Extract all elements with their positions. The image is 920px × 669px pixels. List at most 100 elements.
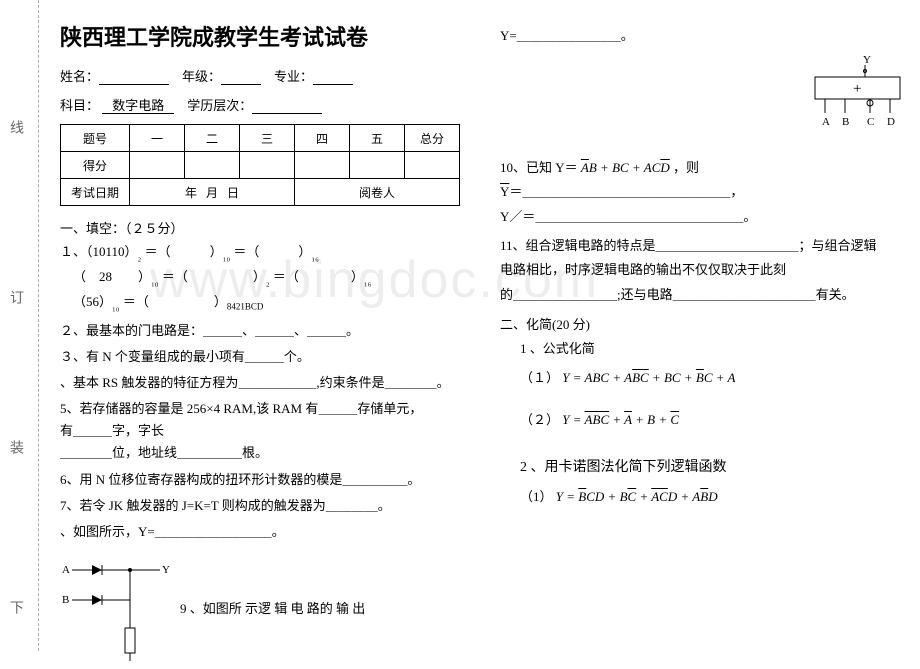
- score-cell-1: [130, 152, 185, 179]
- score-table-header-row: 题号 一 二 三 四 五 总分: [61, 125, 460, 152]
- q10-e6: A: [644, 160, 652, 175]
- q1-p1a: １、（10110）: [60, 244, 138, 259]
- binding-label-mid2: 装: [5, 440, 25, 454]
- th-3: 三: [240, 125, 295, 152]
- adder-diagram-wrap: Y + A B C D: [500, 53, 910, 152]
- left-column: 陕西理工学院成教学生考试试卷 姓名： 年级： 专业： 科目： 数字电路 学历层次…: [60, 20, 470, 669]
- name-blank: [99, 70, 169, 85]
- circuit-label-b: B: [62, 594, 69, 606]
- th-6: 总分: [405, 125, 460, 152]
- date-m: 月: [206, 186, 218, 200]
- s2-1-1-pre: （１）: [520, 370, 559, 385]
- q1-p2-sub10: ₁₀: [151, 276, 159, 288]
- q10-e1: B: [589, 160, 597, 175]
- q1-p2-sub16: ₁₆: [364, 276, 372, 288]
- q11-l2: 电路相比，时序逻辑电路的输出不仅仅取决于此刻: [500, 262, 786, 277]
- q3: ３、有 N 个变量组成的最小项有＿＿＿个。: [60, 346, 470, 368]
- page-body: 陕西理工学院成教学生考试试卷 姓名： 年级： 专业： 科目： 数字电路 学历层次…: [60, 20, 910, 669]
- score-cell-6: [405, 152, 460, 179]
- adder-circuit-diagram: Y + A B C D: [760, 53, 910, 148]
- q9-label: 9 、如图所 示逻 辑 电 路的 输 出: [180, 598, 365, 617]
- section2-title: 二、化简(20 分): [500, 314, 910, 333]
- major-blank: [313, 70, 353, 85]
- q1-p1c: ＝（ ）: [233, 244, 311, 259]
- diode-circuit-diagram: A B Y: [60, 553, 170, 663]
- q10-e4: C: [620, 160, 629, 175]
- subject-label: 科目：: [60, 98, 99, 113]
- level-blank: [252, 99, 322, 114]
- q5-l1: 5、若存储器的容量是 256×4 RAM,该 RAM 有＿＿＿存储单元，: [60, 401, 422, 416]
- th-4: 四: [295, 125, 350, 152]
- grade-blank: [221, 70, 261, 85]
- date-cells: 年 月 日: [130, 179, 295, 206]
- date-y: 年: [185, 186, 197, 200]
- s2-2-title: 2 、用卡诺图法化简下列逻辑函数: [500, 455, 910, 482]
- student-info-line2: 科目： 数字电路 学历层次：: [60, 95, 470, 114]
- q1-p1b: ＝（ ）: [145, 244, 223, 259]
- marker-label: 阅卷人: [359, 186, 395, 200]
- q1-p3-sub10: ₁₀: [112, 301, 120, 313]
- name-label: 姓名：: [60, 69, 99, 84]
- q10-e2: +: [600, 160, 609, 175]
- s2-1-2-expr: Y = ABC + A + B + C: [562, 412, 679, 427]
- q10: 10、已知 Y＝ AB + BC + ACD ，则 Y＝＿＿＿＿＿＿＿＿＿＿＿＿…: [500, 156, 910, 230]
- section1-title: 一、填空：（２５分）: [60, 218, 470, 237]
- q10-l1a: 10、已知 Y＝: [500, 160, 578, 175]
- q4: 、基本 RS 触发器的特征方程为＿＿＿＿＿＿,约束条件是＿＿＿＿。: [60, 372, 470, 394]
- adder-label-c: C: [867, 116, 874, 128]
- s2-1-1-expr: Y = ABC + ABC + BC + BC + A: [562, 370, 735, 385]
- q10-expr: AB + BC + ACD: [581, 160, 673, 175]
- q9-y: Y=＿＿＿＿＿＿＿＿。: [500, 24, 910, 49]
- q1-sub10: ₁₀: [223, 251, 231, 263]
- q6: 6、用 N 位移位寄存器构成的扭环形计数器的模是＿＿＿＿＿。: [60, 469, 470, 491]
- score-cell-3: [240, 152, 295, 179]
- score-cell-2: [185, 152, 240, 179]
- q5-l2: 有＿＿＿字，字长: [60, 423, 164, 438]
- q1-p2b: ＝（ ）: [162, 269, 266, 284]
- plus-icon: +: [853, 81, 861, 97]
- right-column: Y=＿＿＿＿＿＿＿＿。 Y + A B C D 10、已知 Y＝: [500, 20, 910, 669]
- s2-1-2: （２） Y = ABC + A + B + C: [500, 408, 910, 433]
- q1-p3b: ＝（ ）: [123, 294, 227, 309]
- score-cell-4: [295, 152, 350, 179]
- binding-label-mid: 订: [5, 290, 25, 304]
- q8: 、如图所示，Y=＿＿＿＿＿＿＿＿＿。: [60, 521, 470, 543]
- q10-e8: D: [660, 160, 669, 175]
- q1-sub16: ₁₆: [311, 251, 319, 263]
- q1-sub2: ₂: [138, 251, 142, 263]
- adder-label-a: A: [822, 116, 830, 128]
- date-d: 日: [227, 186, 239, 200]
- q1: １、（10110）₂ ＝（ ）₁₀ ＝（ ）₁₆ （ 28 ）₁₀ ＝（ ）₂ …: [60, 241, 470, 316]
- student-info-line1: 姓名： 年级： 专业：: [60, 66, 470, 85]
- s2-2-1-pre: （1）: [520, 489, 553, 504]
- date-label: 考试日期: [61, 179, 130, 206]
- adder-label-d: D: [887, 116, 895, 128]
- s2-1-1: （１） Y = ABC + ABC + BC + BC + A: [500, 366, 910, 391]
- q10-e5: +: [632, 160, 641, 175]
- adder-label-y: Y: [863, 54, 871, 66]
- score-cell-5: [350, 152, 405, 179]
- circuit-label-y: Y: [162, 564, 170, 576]
- th-5: 五: [350, 125, 405, 152]
- q1-p2a: （ 28 ）: [73, 269, 151, 284]
- adder-label-b: B: [842, 116, 849, 128]
- th-0: 题号: [61, 125, 130, 152]
- th-1: 一: [130, 125, 185, 152]
- s2-2-1: （1） Y = BCD + BC + ACD + ABD: [500, 485, 910, 510]
- th-2: 二: [185, 125, 240, 152]
- q5-l3: ＿＿＿＿位，地址线＿＿＿＿＿根。: [60, 445, 268, 460]
- q10-l3: Y／＝＿＿＿＿＿＿＿＿＿＿＿＿＿＿＿＿。: [500, 209, 756, 224]
- q10-l1b: ，则: [673, 160, 699, 175]
- q11-l3: 的＿＿＿＿＿＿＿＿;还与电路＿＿＿＿＿＿＿＿＿＿＿有关。: [500, 287, 855, 302]
- q11-l1: 11、组合逻辑电路的特点是＿＿＿＿＿＿＿＿＿＿＿；与组合逻辑: [500, 238, 877, 253]
- q2: ２、最基本的门电路是：＿＿＿、＿＿＿、＿＿＿。: [60, 320, 470, 342]
- score-table: 题号 一 二 三 四 五 总分 得分 考试日期 年: [60, 124, 460, 206]
- binding-margin: 线 订 装 下: [0, 0, 50, 651]
- q1-p2c: ＝（ ）: [273, 269, 364, 284]
- s2-1-2-pre: （２）: [520, 412, 559, 427]
- circuit-label-a: A: [62, 564, 70, 576]
- marker-cell: 阅卷人: [295, 179, 460, 206]
- q10-e3: B: [612, 160, 620, 175]
- score-table-date-row: 考试日期 年 月 日 阅卷人: [61, 179, 460, 206]
- q10-e0: A: [581, 160, 589, 175]
